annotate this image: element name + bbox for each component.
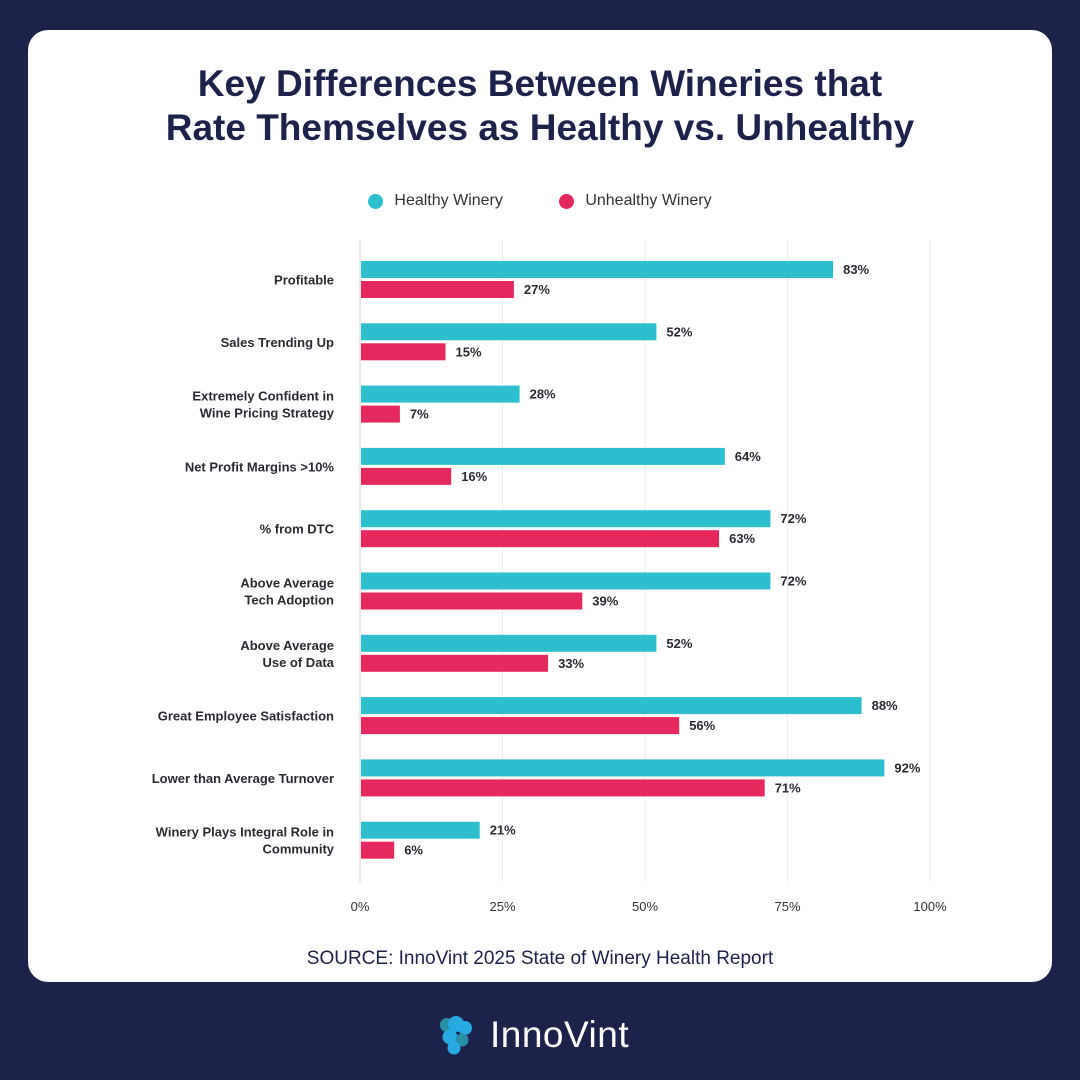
bar-unhealthy bbox=[361, 281, 514, 298]
data-label: 72% bbox=[780, 574, 806, 589]
bar-unhealthy bbox=[361, 592, 583, 610]
legend-label: Healthy Winery bbox=[394, 192, 503, 209]
data-label: 64% bbox=[735, 449, 761, 464]
data-label: 28% bbox=[530, 387, 556, 402]
bar-unhealthy bbox=[361, 530, 720, 548]
data-label: 16% bbox=[461, 469, 487, 484]
title-line-2: Rate Themselves as Healthy vs. Unhealthy bbox=[165, 107, 915, 148]
data-label: 27% bbox=[524, 282, 550, 297]
data-label: 56% bbox=[689, 718, 715, 733]
bar-healthy bbox=[361, 261, 834, 278]
grape-cluster-icon bbox=[440, 1016, 472, 1055]
data-label: 6% bbox=[404, 843, 423, 858]
category-label: Extremely Confident in bbox=[192, 389, 334, 404]
category-label: Above Average bbox=[240, 576, 334, 591]
category-label: Tech Adoption bbox=[244, 593, 334, 608]
legend-swatch-healthy bbox=[368, 193, 384, 209]
data-label: 52% bbox=[666, 636, 692, 651]
bar-unhealthy bbox=[361, 654, 549, 672]
data-label: 63% bbox=[729, 531, 755, 546]
bar-healthy bbox=[361, 510, 771, 528]
bar-healthy bbox=[361, 323, 657, 341]
data-label: 39% bbox=[592, 594, 618, 609]
brand-name: InnoVint bbox=[490, 1014, 630, 1055]
category-label: % from DTC bbox=[260, 522, 335, 537]
category-label: Wine Pricing Strategy bbox=[200, 406, 335, 421]
bar-unhealthy bbox=[361, 405, 400, 423]
bar-unhealthy bbox=[361, 779, 765, 797]
category-label: Above Average bbox=[240, 638, 334, 653]
bar-unhealthy bbox=[361, 343, 446, 361]
bar-unhealthy bbox=[361, 467, 452, 485]
data-label: 33% bbox=[558, 656, 584, 671]
bar-healthy bbox=[361, 759, 885, 777]
bar-unhealthy bbox=[361, 717, 680, 735]
data-label: 15% bbox=[456, 344, 482, 359]
category-label: Profitable bbox=[274, 273, 334, 288]
title-line-1: Key Differences Between Wineries that bbox=[197, 63, 883, 104]
legend-item-healthy: Healthy Winery bbox=[368, 192, 503, 210]
x-tick-label: 75% bbox=[774, 899, 800, 914]
data-label: 71% bbox=[775, 780, 801, 795]
bar-healthy bbox=[361, 634, 657, 652]
data-label: 52% bbox=[666, 324, 692, 339]
category-label: Community bbox=[263, 842, 335, 857]
category-label: Sales Trending Up bbox=[221, 335, 334, 350]
source-note: SOURCE: InnoVint 2025 State of Winery He… bbox=[306, 948, 774, 969]
data-label: 21% bbox=[490, 823, 516, 838]
bar-healthy bbox=[361, 697, 862, 715]
x-tick-label: 100% bbox=[913, 899, 947, 914]
bar-healthy bbox=[361, 821, 480, 839]
legend: Healthy Winery Unhealthy Winery bbox=[0, 192, 1080, 214]
chart-title: Key Differences Between Wineries that Ra… bbox=[0, 62, 1080, 150]
innovint-logo: InnoVint bbox=[438, 1014, 629, 1056]
chart-card bbox=[28, 30, 1052, 982]
legend-label: Unhealthy Winery bbox=[585, 192, 712, 209]
data-label: 7% bbox=[410, 407, 429, 422]
x-tick-label: 0% bbox=[351, 899, 370, 914]
data-label: 88% bbox=[872, 698, 898, 713]
category-label: Net Profit Margins >10% bbox=[185, 459, 335, 474]
category-label: Lower than Average Turnover bbox=[152, 771, 334, 786]
x-tick-label: 25% bbox=[489, 899, 515, 914]
data-label: 92% bbox=[894, 760, 920, 775]
bar-healthy bbox=[361, 385, 520, 403]
legend-swatch-unhealthy bbox=[559, 193, 575, 209]
category-label: Great Employee Satisfaction bbox=[158, 709, 334, 724]
x-tick-label: 50% bbox=[632, 899, 658, 914]
bar-healthy bbox=[361, 572, 771, 590]
bar-unhealthy bbox=[361, 841, 395, 859]
bar-healthy bbox=[361, 447, 725, 465]
legend-item-unhealthy: Unhealthy Winery bbox=[559, 192, 712, 210]
data-label: 83% bbox=[843, 262, 869, 277]
data-label: 72% bbox=[780, 511, 806, 526]
category-label: Use of Data bbox=[262, 655, 334, 670]
category-label: Winery Plays Integral Role in bbox=[156, 825, 334, 840]
